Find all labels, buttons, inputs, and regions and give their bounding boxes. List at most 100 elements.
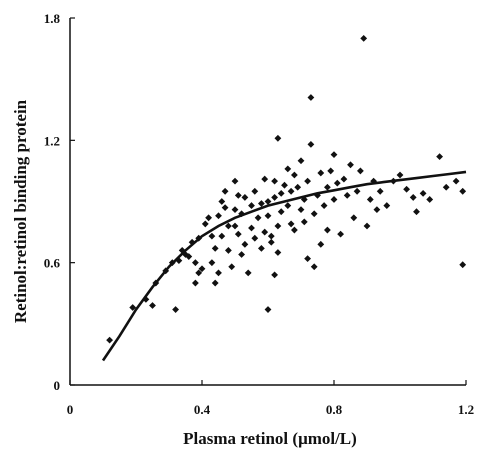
data-point bbox=[271, 271, 278, 279]
data-point bbox=[373, 206, 381, 214]
data-point bbox=[251, 234, 259, 242]
data-point bbox=[215, 269, 222, 277]
data-point bbox=[218, 232, 226, 240]
data-point bbox=[459, 187, 467, 195]
data-point bbox=[215, 212, 222, 220]
data-point bbox=[149, 302, 156, 309]
data-point bbox=[297, 157, 305, 165]
data-point bbox=[304, 177, 311, 185]
data-point bbox=[297, 206, 305, 214]
data-point bbox=[353, 187, 361, 195]
data-point bbox=[320, 202, 328, 209]
x-tick-label: 0 bbox=[67, 402, 74, 417]
data-point bbox=[225, 247, 232, 254]
data-point bbox=[307, 141, 315, 148]
data-point bbox=[277, 208, 285, 216]
data-point bbox=[231, 206, 239, 214]
data-point bbox=[314, 191, 321, 199]
data-point bbox=[248, 202, 255, 209]
data-point bbox=[294, 183, 302, 191]
data-point bbox=[106, 336, 113, 344]
data-point bbox=[221, 187, 229, 195]
data-points bbox=[106, 34, 467, 344]
data-point bbox=[211, 244, 219, 252]
data-point bbox=[267, 238, 275, 246]
data-point bbox=[258, 200, 265, 207]
data-point bbox=[225, 222, 232, 230]
data-point bbox=[251, 187, 259, 195]
fit-curve-group bbox=[101, 170, 467, 362]
data-point bbox=[442, 183, 450, 191]
data-point bbox=[218, 198, 226, 205]
data-point bbox=[360, 34, 368, 42]
data-point bbox=[419, 189, 427, 197]
data-point bbox=[324, 183, 331, 191]
data-point bbox=[310, 210, 318, 218]
data-point bbox=[291, 226, 298, 234]
y-tick-label: 0 bbox=[54, 378, 61, 393]
data-point bbox=[129, 304, 137, 311]
data-point bbox=[264, 198, 272, 205]
data-point bbox=[330, 151, 338, 159]
y-tick-label: 0.6 bbox=[44, 256, 61, 271]
data-point bbox=[281, 181, 288, 189]
data-point bbox=[274, 134, 282, 142]
data-point bbox=[271, 194, 278, 201]
data-point bbox=[254, 214, 262, 222]
data-point bbox=[241, 240, 249, 248]
data-point bbox=[403, 185, 410, 193]
data-point bbox=[231, 177, 239, 185]
x-tick-label: 0.4 bbox=[194, 402, 211, 417]
data-point bbox=[307, 94, 315, 101]
data-point bbox=[208, 259, 216, 267]
data-point bbox=[350, 214, 358, 222]
data-point bbox=[340, 175, 348, 183]
x-tick-label: 1.2 bbox=[458, 402, 474, 417]
data-point bbox=[333, 179, 341, 187]
data-point bbox=[188, 238, 196, 246]
data-point bbox=[241, 194, 249, 201]
data-point bbox=[261, 175, 269, 183]
data-point bbox=[452, 177, 460, 185]
data-point bbox=[238, 251, 245, 258]
data-point bbox=[228, 263, 236, 271]
data-point bbox=[277, 189, 285, 197]
data-point bbox=[396, 171, 404, 179]
data-point bbox=[201, 220, 209, 228]
data-point bbox=[208, 232, 216, 240]
axes: 0 0.4 0.8 1.2 0 0.6 1.2 1.8 bbox=[44, 11, 474, 417]
data-point bbox=[192, 279, 199, 287]
data-point bbox=[267, 232, 275, 240]
data-point bbox=[264, 306, 272, 313]
y-tick-label: 1.8 bbox=[44, 11, 61, 26]
data-point bbox=[327, 167, 335, 175]
data-point bbox=[287, 187, 295, 195]
data-point bbox=[258, 244, 265, 252]
data-point bbox=[234, 191, 242, 199]
fit-curve bbox=[101, 170, 467, 362]
data-point bbox=[231, 222, 239, 230]
data-point bbox=[343, 191, 351, 199]
data-point bbox=[287, 220, 295, 228]
data-point bbox=[264, 212, 272, 220]
data-point bbox=[337, 230, 344, 238]
data-point bbox=[366, 196, 374, 203]
y-axis-label: Retinol:retinol binding protein bbox=[11, 99, 30, 323]
data-point bbox=[195, 269, 203, 277]
data-point bbox=[172, 306, 179, 313]
x-tick-label: 0.8 bbox=[326, 402, 343, 417]
data-point bbox=[409, 194, 417, 201]
data-point bbox=[363, 222, 371, 230]
data-point bbox=[274, 222, 282, 230]
data-point bbox=[317, 169, 325, 177]
data-point bbox=[383, 202, 391, 209]
data-point bbox=[284, 165, 292, 173]
data-point bbox=[310, 263, 318, 271]
data-point bbox=[413, 208, 420, 216]
data-point bbox=[317, 240, 325, 248]
data-point bbox=[459, 261, 467, 269]
data-point bbox=[426, 196, 434, 203]
x-axis-label: Plasma retinol (μmol/L) bbox=[183, 429, 357, 448]
data-point bbox=[205, 214, 212, 222]
data-point bbox=[244, 269, 252, 277]
